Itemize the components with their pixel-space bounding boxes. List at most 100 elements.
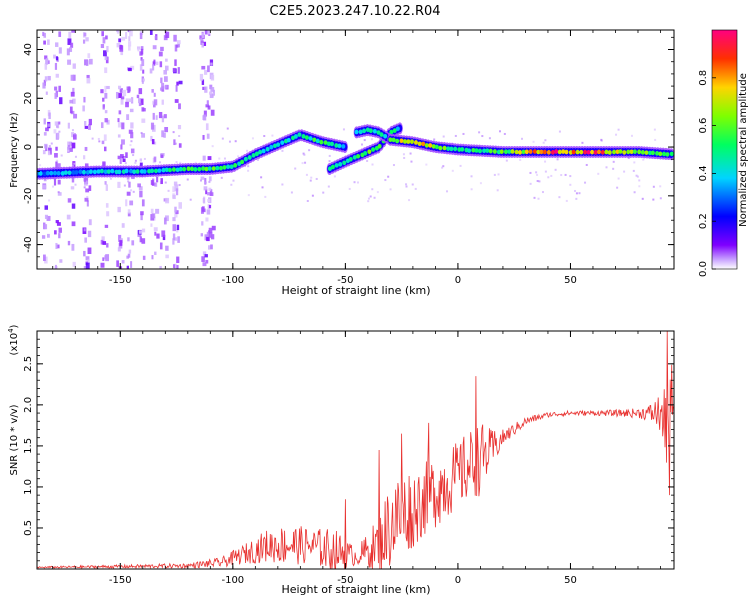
noise-speck [178,135,181,138]
noise-speck [178,103,181,110]
trace-core [326,141,331,147]
trace-core [114,169,119,175]
noise-speck [210,62,213,66]
noise-speck [247,194,250,197]
trace-core [524,149,529,155]
noise-speck [160,46,164,52]
noise-speck [208,176,212,182]
trace-core [280,140,285,145]
noise-speck [43,224,48,230]
snr-y-tick-label: 1.5 [23,438,34,454]
noise-speck [67,38,72,45]
noise-speck [163,217,167,225]
noise-speck [88,118,92,126]
noise-speck [560,174,563,177]
trace-core [49,170,54,176]
trace-core [45,170,50,176]
noise-speck [173,263,177,269]
noise-speck [134,159,137,162]
noise-speck [54,264,57,269]
noise-speck [164,127,169,133]
noise-speck [175,85,178,92]
noise-speck [164,65,169,71]
noise-speck [178,80,183,85]
noise-speck [641,197,644,200]
noise-speck [58,47,62,54]
noise-speck [616,186,619,189]
noise-speck [174,59,177,66]
trace-core [406,139,411,144]
noise-speck [158,161,161,164]
snr-x-axis: -150 -100 -50 0 50 [52,331,661,586]
noise-speck [97,137,100,140]
trace-core [442,145,447,151]
noise-speck [175,210,179,215]
noise-speck [205,188,208,195]
noise-speck [175,161,178,164]
noise-speck [86,74,90,79]
noise-speck [45,91,48,95]
noise-speck [56,222,61,226]
noise-speck [322,191,325,194]
trace-core [330,141,335,147]
noise-speck [612,167,615,170]
noise-speck [104,85,107,93]
noise-speck [73,113,78,119]
noise-speck [151,255,154,260]
noise-speck [71,142,76,149]
noise-speck [139,190,143,198]
noise-speck [161,82,165,90]
noise-speck [102,257,105,262]
noise-speck [328,160,331,163]
trace-core [395,126,400,132]
noise-speck [165,215,169,222]
noise-speck [57,164,60,167]
trace-core [226,164,231,170]
noise-speck [134,161,137,164]
trace-core [377,143,382,149]
noise-speck [162,234,166,241]
noise-speck [138,102,142,107]
trace-core [409,139,414,144]
noise-speck [139,64,143,71]
noise-speck [202,134,205,140]
trace-core [129,168,134,174]
noise-speck [82,39,86,44]
noise-speck [384,179,387,182]
trace-core [175,167,180,173]
noise-speck [156,176,159,183]
trace-core [650,150,655,156]
noise-speck [84,125,89,129]
noise-speck [72,63,76,69]
noise-speck [106,119,110,125]
noise-speck [150,223,153,227]
noise-speck [117,206,121,213]
noise-speck [208,204,212,209]
trace-core [460,147,465,152]
trace-core [488,148,493,154]
noise-speck [104,224,109,228]
noise-speck [556,158,559,161]
noise-speck [154,231,157,236]
noise-speck [83,250,86,257]
noise-speck [537,197,540,200]
trace-core [557,149,562,155]
noise-speck [207,65,210,73]
noise-speck [116,260,119,267]
noise-speck [356,181,359,184]
noise-speck [142,255,146,260]
noise-speck [376,191,379,194]
noise-speck [544,139,547,142]
noise-speck [126,265,129,269]
noise-speck [635,174,638,177]
noise-speck [204,86,208,93]
trace-core [251,153,256,158]
noise-speck [141,133,146,138]
trace-core [615,149,620,155]
trace-core [658,151,663,157]
noise-speck [121,36,126,41]
noise-speck [569,183,572,186]
noise-speck [71,129,74,132]
trace-core [67,170,72,176]
snr-x-tick-label: -50 [337,575,353,586]
